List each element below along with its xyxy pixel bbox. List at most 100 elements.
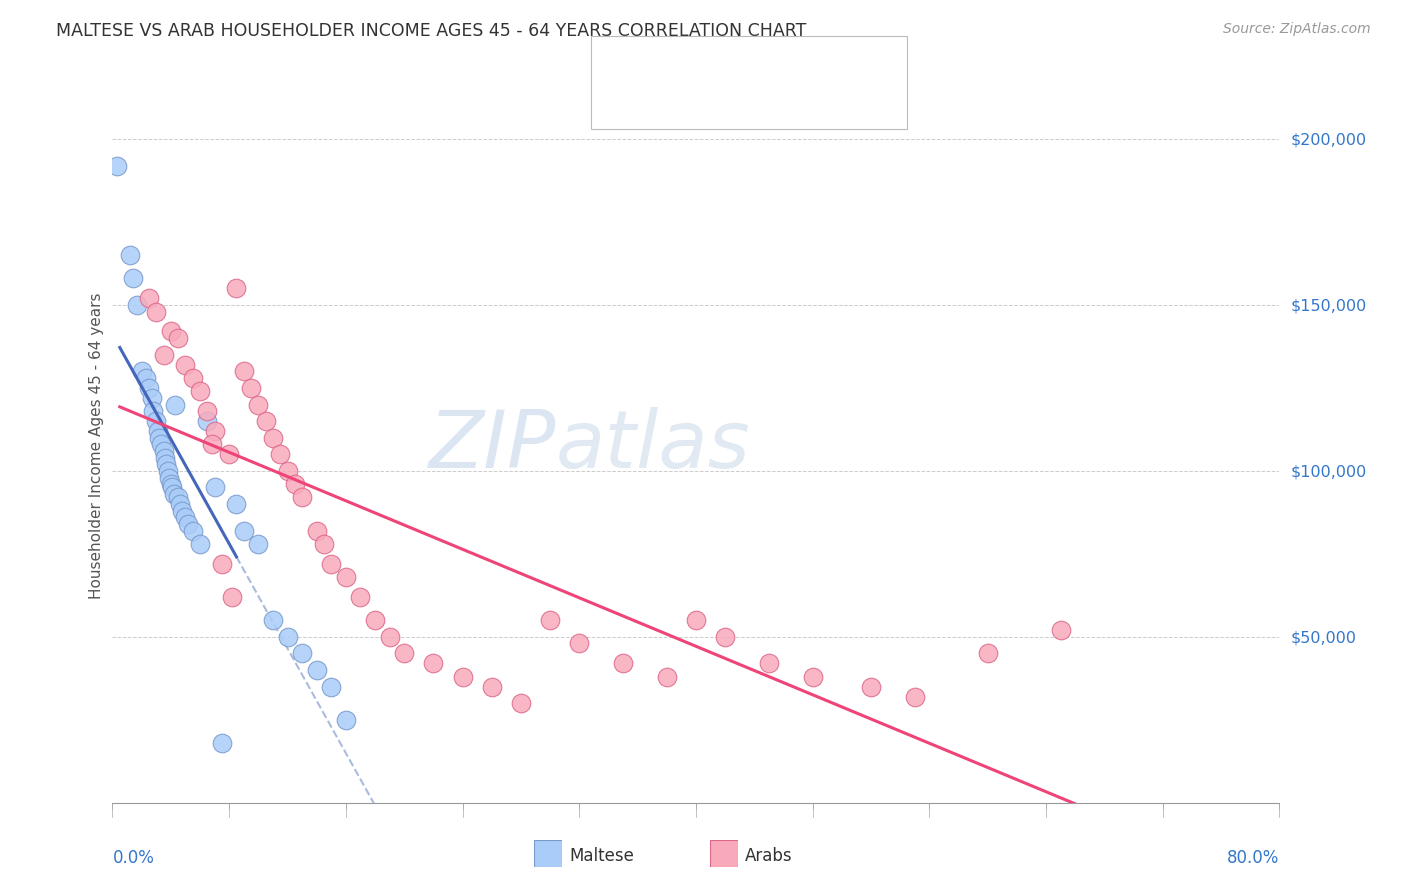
Point	[685, 613, 707, 627]
Point	[254, 414, 277, 428]
Point	[364, 613, 387, 627]
Point	[232, 524, 254, 538]
Point	[225, 497, 247, 511]
Point	[118, 248, 141, 262]
Point	[859, 680, 883, 694]
Point	[284, 477, 307, 491]
Point	[138, 381, 160, 395]
Point	[201, 437, 224, 451]
Point	[612, 657, 634, 671]
Point	[247, 397, 270, 411]
Text: 0.0%: 0.0%	[112, 849, 155, 867]
Y-axis label: Householder Income Ages 45 - 64 years: Householder Income Ages 45 - 64 years	[89, 293, 104, 599]
Point	[1049, 624, 1071, 638]
Point	[232, 364, 254, 378]
Point	[758, 657, 780, 671]
Point	[157, 470, 180, 484]
Point	[221, 590, 243, 604]
Point	[335, 570, 357, 584]
Point	[177, 516, 200, 531]
Point	[349, 590, 371, 604]
Point	[240, 381, 263, 395]
Point	[142, 404, 165, 418]
Point	[276, 630, 298, 644]
Point	[160, 477, 183, 491]
Point	[152, 444, 174, 458]
Point	[276, 464, 298, 478]
Point	[174, 510, 197, 524]
Point	[211, 557, 233, 571]
Point	[163, 487, 186, 501]
Text: 41: 41	[799, 48, 821, 66]
Point	[392, 647, 416, 661]
Point	[181, 524, 204, 538]
Point	[204, 481, 226, 495]
Point	[378, 630, 401, 644]
Point	[131, 364, 153, 378]
Point	[801, 670, 824, 684]
Point	[153, 450, 176, 465]
Point	[218, 447, 240, 461]
Point	[422, 657, 444, 671]
Point	[538, 613, 561, 627]
Text: R =: R =	[644, 97, 681, 115]
Point	[655, 670, 678, 684]
Point	[148, 431, 170, 445]
Point	[321, 680, 343, 694]
Point	[305, 524, 328, 538]
Point	[181, 371, 204, 385]
Point	[211, 736, 233, 750]
Point	[568, 636, 591, 650]
Point	[135, 371, 157, 385]
Text: Source: ZipAtlas.com: Source: ZipAtlas.com	[1223, 22, 1371, 37]
Point	[262, 613, 284, 627]
Point	[162, 481, 184, 495]
Point	[312, 537, 335, 551]
Point	[335, 713, 357, 727]
Text: -0.301: -0.301	[682, 48, 741, 66]
Point	[156, 464, 179, 478]
Point	[321, 557, 343, 571]
Point	[167, 491, 190, 505]
Point	[451, 670, 474, 684]
Point	[172, 504, 194, 518]
Point	[188, 537, 211, 551]
Text: Arabs: Arabs	[745, 847, 793, 865]
Point	[138, 291, 160, 305]
Point	[146, 424, 169, 438]
Point	[305, 663, 328, 677]
Point	[904, 690, 927, 704]
Text: N =: N =	[763, 97, 800, 115]
Point	[145, 414, 167, 428]
Point	[174, 358, 197, 372]
Point	[976, 647, 998, 661]
Text: -0.457: -0.457	[682, 97, 741, 115]
Text: 48: 48	[799, 97, 821, 115]
Point	[141, 391, 163, 405]
Point	[105, 159, 128, 173]
Point	[149, 437, 172, 451]
Text: MALTESE VS ARAB HOUSEHOLDER INCOME AGES 45 - 64 YEARS CORRELATION CHART: MALTESE VS ARAB HOUSEHOLDER INCOME AGES …	[56, 22, 807, 40]
Text: R =: R =	[644, 48, 681, 66]
Text: atlas: atlas	[555, 407, 751, 485]
Point	[509, 696, 531, 710]
Point	[155, 457, 177, 471]
Point	[204, 424, 226, 438]
Point	[167, 331, 190, 345]
Point	[247, 537, 270, 551]
Point	[169, 497, 191, 511]
Text: Maltese: Maltese	[569, 847, 634, 865]
Point	[714, 630, 737, 644]
Point	[481, 680, 503, 694]
Point	[188, 384, 211, 399]
Text: 80.0%: 80.0%	[1227, 849, 1279, 867]
Point	[262, 431, 284, 445]
Point	[165, 397, 187, 411]
Point	[195, 414, 218, 428]
Point	[122, 271, 145, 285]
Text: N =: N =	[763, 48, 800, 66]
Point	[160, 325, 183, 339]
Point	[145, 304, 167, 318]
Point	[152, 348, 174, 362]
Point	[195, 404, 218, 418]
